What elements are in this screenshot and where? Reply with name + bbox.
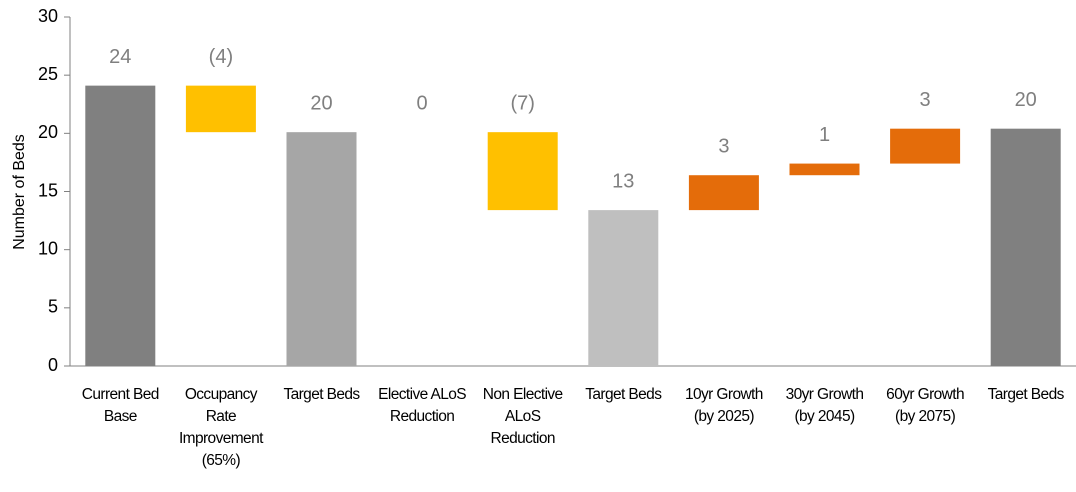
value-label: 1 [819,124,830,146]
value-label: 20 [1015,89,1037,111]
bar [890,128,961,164]
x-tick-label: Target Beds [585,386,662,403]
bar [85,85,156,367]
x-tick-label: 60yr Growth (by 2075) [886,386,964,425]
x-tick-label: Occupancy Rate Improvement (65%) [178,386,263,469]
x-tick-label: Non Elective ALoS Reduction [482,386,563,447]
x-tick-label: Target Beds [283,386,360,403]
bar [990,128,1061,366]
value-label: (7) [510,92,534,114]
value-label: 20 [310,92,332,114]
y-tick-label: 0 [48,355,58,375]
y-tick-label: 5 [48,297,58,317]
y-tick-label: 25 [38,64,58,84]
x-tick-label: 30yr Growth (by 2045) [785,386,864,425]
bar [588,210,659,366]
y-tick-label: 15 [38,180,58,200]
value-label: 0 [417,92,428,114]
bar [286,132,357,366]
x-tick-label: Current Bed Base [81,386,160,425]
bar [789,163,860,176]
bar [688,175,759,211]
value-label: 13 [612,170,634,192]
value-label: 24 [109,46,131,68]
y-tick-label: 10 [38,238,58,258]
y-axis-label: Number of Beds [11,134,28,250]
value-label: 3 [718,135,729,157]
value-label: (4) [209,46,233,68]
x-tick-label: Target Beds [987,386,1065,403]
y-tick-label: 30 [38,6,58,26]
bar [487,132,558,211]
value-label: 3 [920,89,931,111]
x-tick-label: Elective ALoS Reduction [378,386,467,425]
x-tick-label: 10yr Growth (by 2025) [684,386,763,425]
y-tick-label: 20 [38,122,58,142]
bar [185,85,256,133]
